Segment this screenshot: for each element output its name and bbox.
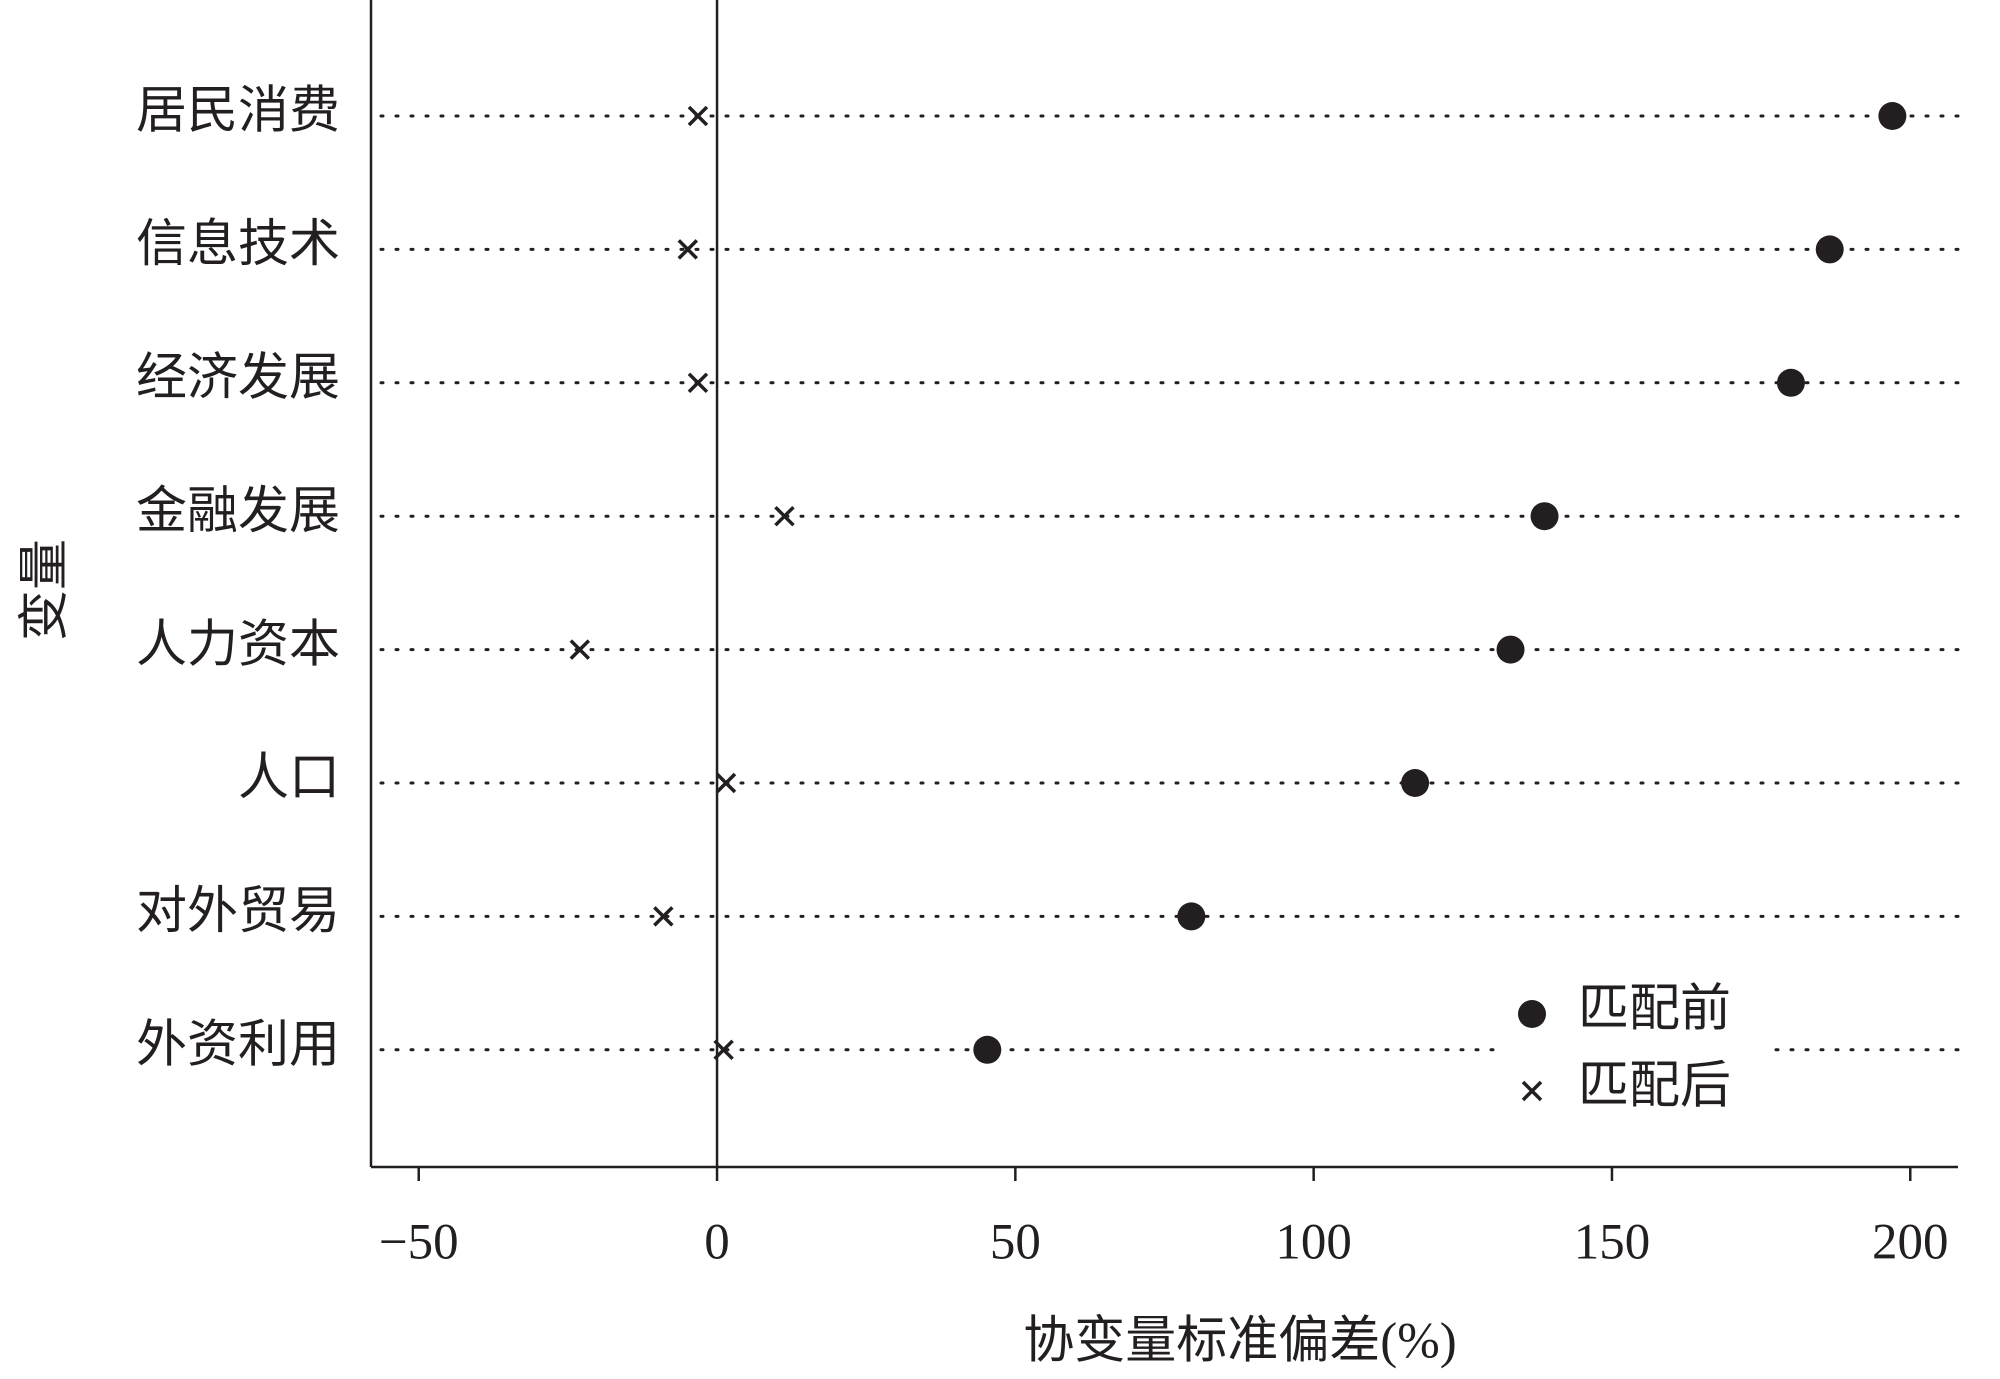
y-tick-label: 经济发展 — [136, 351, 340, 407]
y-tick-label: 对外贸易 — [136, 884, 340, 940]
legend-marker — [1518, 1000, 1546, 1028]
dot — [1776, 368, 1805, 397]
legend-label: 匹配前 — [1578, 982, 1731, 1038]
cross — [687, 105, 709, 127]
x-tick-label: 200 — [1872, 1215, 1949, 1271]
dot — [973, 1035, 1002, 1064]
dot — [1401, 769, 1430, 797]
x-tick-label: 150 — [1574, 1215, 1651, 1271]
x-axis-label: 协变量标准偏差(%) — [1023, 1314, 1456, 1370]
cross — [687, 372, 709, 394]
cross — [774, 505, 795, 527]
cross — [677, 239, 699, 260]
y-tick-label: 人力资本 — [136, 617, 340, 673]
y-tick-label: 外资利用 — [136, 1018, 340, 1074]
y-axis-label: 变量 — [18, 539, 74, 641]
y-tick-label: 金融发展 — [136, 484, 340, 540]
dot — [1496, 635, 1525, 664]
cross — [569, 639, 591, 660]
legend-box — [1499, 982, 1773, 1122]
dot — [1815, 235, 1844, 264]
y-tick-label: 居民消费 — [136, 84, 340, 140]
cross — [713, 1039, 734, 1061]
dot — [1177, 902, 1206, 931]
legend-label: 匹配后 — [1578, 1059, 1731, 1115]
dot — [1530, 502, 1559, 531]
legend-marker — [1521, 1080, 1543, 1102]
x-tick-label: 100 — [1275, 1215, 1352, 1271]
x-tick-label: −50 — [379, 1215, 459, 1271]
y-tick-label: 信息技术 — [136, 216, 340, 273]
cross — [715, 772, 737, 794]
x-tick-label: 50 — [990, 1215, 1041, 1271]
cross — [653, 906, 674, 927]
dot — [1878, 102, 1907, 130]
x-tick-label: 0 — [704, 1215, 730, 1271]
y-tick-label: 人口 — [238, 751, 340, 807]
